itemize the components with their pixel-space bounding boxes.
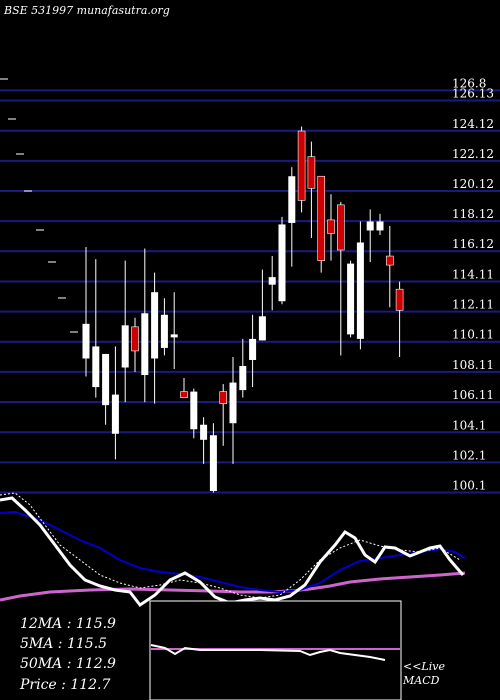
y-tick-label: 100.1: [452, 479, 486, 493]
candle-body: [327, 219, 335, 234]
candle-body: [239, 365, 247, 391]
ma-dotted-curve: [0, 492, 461, 599]
ma5-label: 5MA : 115.5: [20, 636, 107, 652]
candle-body: [268, 277, 276, 285]
ma12-label: 12MA : 115.9: [20, 616, 116, 632]
price-label: Price : 112.7: [19, 677, 111, 693]
y-tick-label: 124.12: [452, 117, 494, 131]
y-tick-label: 116.12: [452, 237, 494, 251]
ma50-label: 50MA : 112.9: [20, 656, 116, 672]
candle-body: [356, 242, 364, 339]
candle-body: [336, 204, 345, 251]
candle-body: [102, 353, 110, 406]
y-tick-label: 114.11: [452, 268, 494, 282]
y-tick-label: 108.11: [452, 358, 494, 372]
candle-body: [82, 323, 90, 359]
ma-long-curve: [0, 571, 466, 602]
candle-body: [376, 221, 384, 231]
candle-body: [385, 255, 394, 266]
candle-body: [190, 391, 198, 430]
candle-body: [209, 435, 217, 491]
candle-body: [395, 288, 404, 311]
site-label: BSE 531997 munafasutra.org: [3, 4, 170, 17]
candle-body: [366, 221, 374, 231]
indicator-panel: [0, 492, 466, 608]
candle-body: [278, 224, 286, 302]
y-tick-label: 126.8: [452, 76, 486, 90]
candle-body: [229, 382, 237, 424]
candle-body: [219, 391, 227, 404]
candle-body: [141, 313, 149, 376]
candle-body: [92, 346, 100, 388]
macd-label: MACD: [402, 674, 440, 687]
y-tick-label: 122.12: [452, 147, 494, 161]
candle-body: [121, 325, 129, 368]
candle-body: [307, 156, 316, 189]
candlesticks: [82, 126, 404, 493]
candle-body: [170, 334, 178, 338]
y-tick-label: 104.1: [452, 418, 486, 432]
candle-body: [297, 130, 306, 201]
candle-body: [111, 394, 119, 434]
candle-body: [249, 338, 257, 360]
y-tick-label: 110.11: [452, 328, 494, 342]
y-tick-label: 118.12: [452, 207, 494, 221]
y-tick-label: 112.11: [452, 298, 494, 312]
macd-box: [149, 600, 402, 700]
candle-body: [258, 316, 266, 341]
candle-body: [160, 314, 168, 348]
price-gridlines: [0, 78, 500, 494]
candle-body: [288, 176, 296, 223]
y-tick-label: 120.12: [452, 177, 494, 191]
candle-body: [317, 175, 326, 261]
candle-body: [151, 292, 159, 359]
y-tick-label: 102.1: [452, 448, 486, 462]
macd-line: [150, 644, 386, 661]
candle-body: [131, 326, 139, 352]
ma-fast-curve: [0, 496, 465, 608]
y-tick-label: 126.13: [452, 86, 494, 100]
candle-body: [180, 391, 188, 398]
candle-body: [347, 263, 355, 335]
ma-slow-curve: [0, 510, 466, 594]
y-tick-label: 106.11: [452, 388, 494, 402]
candle-body: [200, 424, 208, 440]
macd-live-label: <<Live: [403, 660, 445, 673]
